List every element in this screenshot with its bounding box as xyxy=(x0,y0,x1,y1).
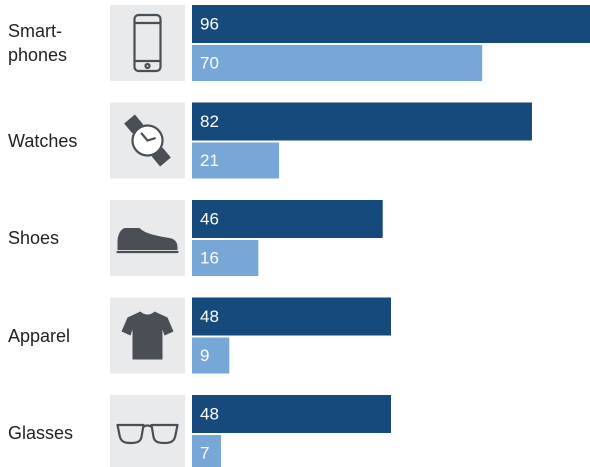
bar xyxy=(192,435,222,467)
value-label: 21 xyxy=(200,151,219,170)
value-label: 16 xyxy=(200,248,219,267)
icon-box xyxy=(110,395,185,467)
watch-icon xyxy=(124,114,171,167)
category-label: Glasses xyxy=(8,423,74,443)
shoe-icon xyxy=(116,228,179,254)
icon-box xyxy=(110,5,185,81)
bar xyxy=(192,45,483,81)
value-label: 48 xyxy=(200,404,219,423)
bar xyxy=(192,142,280,179)
category-label: Watches xyxy=(8,130,78,151)
shirt-icon xyxy=(121,311,174,360)
category-label: Smart- phones xyxy=(8,21,68,65)
category-label: Apparel xyxy=(8,325,71,346)
bar xyxy=(192,102,532,141)
bar xyxy=(192,297,391,336)
value-label: 48 xyxy=(200,307,219,326)
bar xyxy=(192,5,590,43)
category-label: Shoes xyxy=(8,228,60,248)
value-label: 82 xyxy=(200,112,219,131)
value-label: 96 xyxy=(200,14,219,33)
phone-icon xyxy=(133,13,162,73)
value-label: 70 xyxy=(200,53,219,72)
bar xyxy=(192,395,391,433)
value-label: 9 xyxy=(200,346,209,365)
bar xyxy=(192,337,230,374)
value-label: 46 xyxy=(200,209,219,228)
glasses-icon xyxy=(116,423,179,445)
bar xyxy=(192,200,383,238)
value-label: 7 xyxy=(200,443,209,462)
bar xyxy=(192,240,259,276)
